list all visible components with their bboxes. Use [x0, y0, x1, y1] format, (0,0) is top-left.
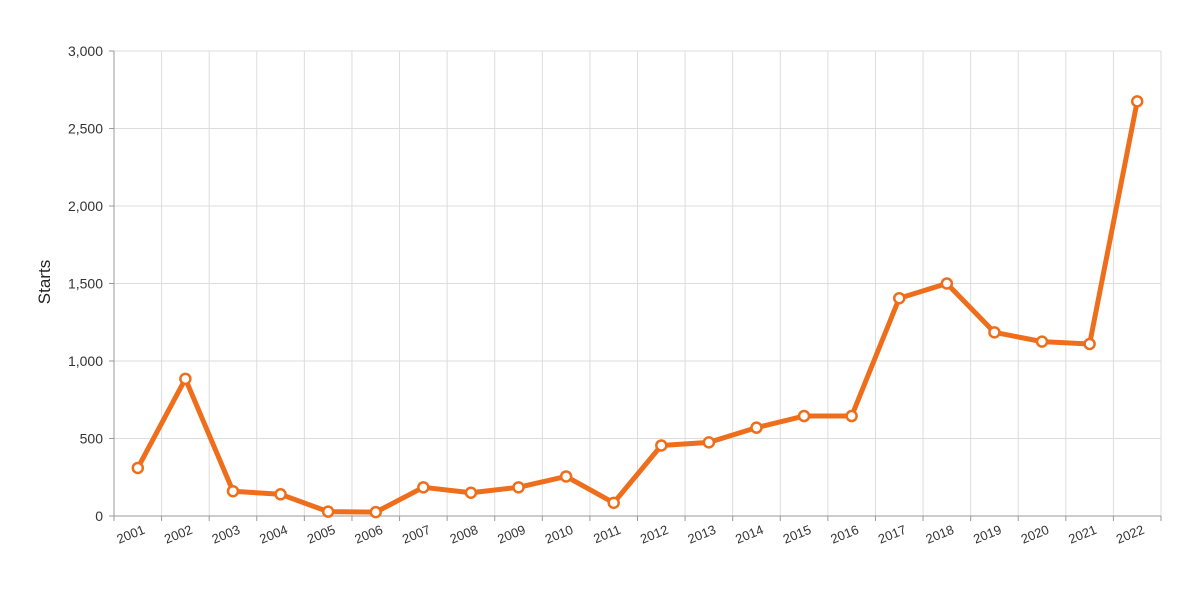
y-tick-label: 500: [80, 431, 104, 447]
data-point[interactable]: [274, 488, 287, 501]
data-point[interactable]: [655, 439, 668, 452]
x-tick-label: 2022: [1114, 522, 1146, 547]
x-tick-label: 2001: [114, 522, 146, 547]
x-tick-label: 2002: [162, 522, 194, 547]
y-tick-label: 2,500: [68, 121, 103, 137]
data-point[interactable]: [131, 461, 145, 475]
x-tick-label: 2019: [971, 522, 1003, 547]
data-point[interactable]: [893, 291, 906, 305]
data-point[interactable]: [940, 277, 954, 290]
data-point[interactable]: [464, 486, 478, 499]
x-tick-label: 2021: [1066, 522, 1098, 547]
x-tick-label: 2003: [210, 522, 242, 547]
data-point[interactable]: [1130, 95, 1144, 108]
x-tick-label: 2018: [924, 522, 956, 547]
data-point[interactable]: [321, 505, 335, 518]
y-axis-title: Starts: [35, 260, 54, 304]
data-point[interactable]: [797, 409, 811, 423]
y-tick-label: 1,500: [68, 276, 103, 292]
x-tick-label: 2012: [638, 522, 670, 547]
x-tick-label: 2015: [781, 522, 813, 547]
data-point[interactable]: [750, 421, 763, 434]
x-tick-label: 2009: [495, 522, 527, 547]
data-point[interactable]: [417, 481, 430, 494]
x-tick-label: 2011: [591, 522, 623, 546]
data-point[interactable]: [226, 484, 240, 498]
data-point[interactable]: [512, 481, 525, 494]
x-tick-label: 2010: [543, 522, 575, 547]
y-tick-label: 2,000: [68, 198, 103, 214]
x-tick-label: 2016: [828, 522, 860, 547]
y-tick-label: 3,000: [68, 43, 103, 59]
x-tick-label: 2020: [1019, 522, 1051, 547]
y-tick-label: 1,000: [68, 353, 103, 369]
data-point[interactable]: [702, 436, 716, 449]
data-point[interactable]: [988, 326, 1001, 339]
data-point[interactable]: [1083, 337, 1096, 351]
data-point[interactable]: [1035, 335, 1049, 348]
x-tick-label: 2006: [352, 522, 384, 547]
grid: [114, 50, 1162, 516]
data-point[interactable]: [559, 470, 573, 483]
series-line: [135, 98, 1140, 515]
y-tick-label: 0: [95, 508, 103, 524]
data-point[interactable]: [607, 496, 620, 510]
axes: 0 500 1,000 1,500 2,000 2,500 3,000 2001 2002 200…: [68, 43, 1162, 547]
x-tick-label: 2013: [686, 522, 718, 547]
data-point[interactable]: [179, 372, 192, 386]
data-point[interactable]: [845, 409, 858, 423]
data-point[interactable]: [369, 505, 382, 519]
x-tick-label: 2004: [257, 522, 289, 547]
x-tick-label: 2007: [400, 522, 432, 547]
x-tick-label: 2005: [305, 522, 337, 547]
x-tick-label: 2008: [448, 522, 480, 547]
x-tick-label: 2017: [876, 522, 908, 547]
series: [131, 95, 1144, 519]
x-tick-label: 2014: [733, 522, 765, 547]
